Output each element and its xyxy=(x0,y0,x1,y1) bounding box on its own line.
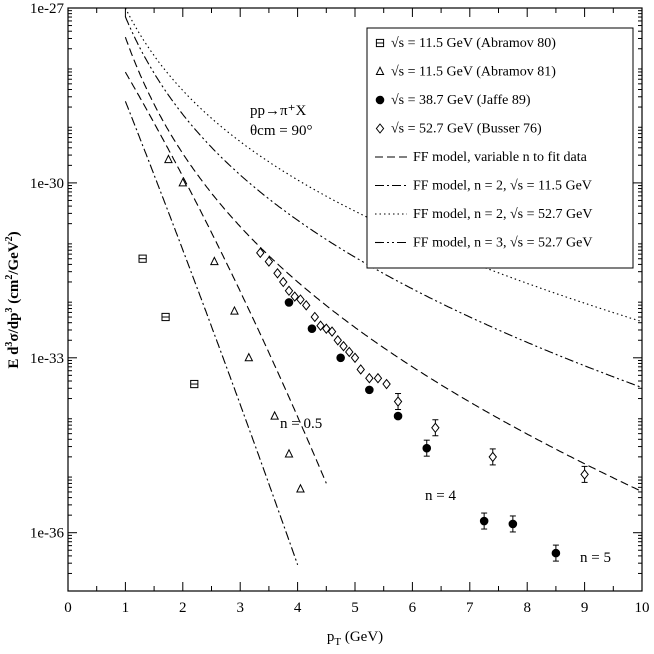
model-curves xyxy=(124,7,643,565)
data-point-open-diamond xyxy=(365,372,374,384)
y-tick-label: 1e-36 xyxy=(30,526,65,542)
data-point-triangle xyxy=(244,352,254,362)
legend-label: FF model, n = 3, √s = 52.7 GeV xyxy=(413,236,592,251)
data-point-filled-circle xyxy=(508,519,518,529)
data-point-open-diamond xyxy=(345,346,354,358)
x-tick-label: 10 xyxy=(635,600,650,616)
data-point-open-diamond xyxy=(580,469,589,480)
data-point-open-diamond xyxy=(279,276,288,288)
data-point-open-diamond xyxy=(310,311,320,323)
legend-box xyxy=(366,27,634,269)
angle-label: θcm = 90° xyxy=(250,123,312,139)
curve-n3-52 xyxy=(124,16,643,389)
data-point-open-diamond xyxy=(273,267,282,279)
data-points xyxy=(138,154,589,562)
legend-items: √s = 11.5 GeV (Abramov 80) √s = 11.5 GeV … xyxy=(375,36,592,251)
data-point-open-diamond xyxy=(373,372,383,384)
x-tick-label: 5 xyxy=(351,600,359,616)
legend-label: √s = 38.7 GeV (Jaffe 89) xyxy=(391,93,531,108)
process-label: pp→π⁺X xyxy=(250,103,306,119)
data-point-square xyxy=(138,254,147,263)
annotation-n-half: n = 0.5 xyxy=(280,416,322,432)
data-point-open-diamond xyxy=(339,340,348,352)
legend-label: √s = 11.5 GeV (Abramov 80) xyxy=(391,36,556,51)
data-point-open-diamond xyxy=(264,256,274,267)
data-point-open-diamond xyxy=(290,291,299,302)
data-point-triangle xyxy=(178,177,188,187)
legend-marker-square xyxy=(375,38,385,48)
data-point-open-diamond xyxy=(316,320,325,332)
curve-variable-n-half xyxy=(124,71,327,484)
data-point-filled-circle xyxy=(479,516,489,526)
x-tick-label: 4 xyxy=(294,600,302,616)
data-point-open-diamond xyxy=(301,300,311,311)
curve-n2-11 xyxy=(124,101,299,565)
legend-marker-triangle xyxy=(375,66,385,75)
data-point-open-diamond xyxy=(393,396,403,407)
x-tick-label: 1 xyxy=(122,600,130,616)
axis-ticks: 0 1 2 3 4 5 6 7 8 9 10 1e-27 1e-30 1e-33 1e-36 xyxy=(30,1,650,616)
legend-marker-open-diamond xyxy=(375,123,385,134)
data-point-open-diamond xyxy=(296,294,305,305)
x-axis-title: pT (GeV) xyxy=(327,629,383,648)
annotation-n-four: n = 4 xyxy=(425,488,456,504)
x-tick-label: 8 xyxy=(523,600,531,616)
data-point-filled-circle xyxy=(422,443,432,453)
data-point-open-diamond xyxy=(488,451,498,463)
data-point-triangle xyxy=(164,154,173,164)
data-point-open-diamond xyxy=(327,326,337,337)
legend-label: FF model, n = 2, √s = 11.5 GeV xyxy=(413,179,592,194)
curve-n2-52 xyxy=(124,7,643,323)
y-axis-title: E d3σ/dp3 (cm2/GeV2) xyxy=(4,231,22,368)
legend-label: FF model, variable n to fit data xyxy=(413,150,588,165)
data-point-open-diamond xyxy=(322,323,331,334)
legend-label: √s = 11.5 GeV (Abramov 81) xyxy=(391,65,556,80)
legend: √s = 11.5 GeV (Abramov 80) √s = 11.5 GeV … xyxy=(366,27,634,269)
data-point-open-diamond xyxy=(256,247,265,259)
x-tick-label: 3 xyxy=(236,600,244,616)
data-point-triangle xyxy=(270,410,280,420)
data-point-open-diamond xyxy=(333,335,343,346)
curve-variable-n xyxy=(124,37,643,493)
x-tick-label: 6 xyxy=(409,600,417,616)
data-point-filled-circle xyxy=(551,548,561,558)
data-point-open-diamond xyxy=(284,285,294,297)
x-tick-label: 0 xyxy=(64,600,72,616)
data-point-triangle xyxy=(209,256,219,266)
y-tick-label: 1e-30 xyxy=(30,176,64,192)
data-point-triangle xyxy=(230,305,239,315)
data-point-filled-circle xyxy=(307,324,317,333)
data-point-open-diamond xyxy=(431,422,440,434)
data-point-open-diamond xyxy=(356,364,365,375)
data-point-triangle xyxy=(284,448,294,458)
annotation-n-five: n = 5 xyxy=(580,550,611,566)
x-tick-label: 7 xyxy=(466,600,474,616)
x-tick-label: 9 xyxy=(581,600,589,616)
data-point-square xyxy=(190,379,199,389)
data-point-filled-circle xyxy=(284,298,294,307)
data-point-filled-circle xyxy=(365,385,374,395)
data-point-filled-circle xyxy=(336,353,345,363)
legend-label: √s = 52.7 GeV (Busser 76) xyxy=(391,122,542,137)
y-tick-label: 1e-27 xyxy=(30,1,65,17)
x-tick-label: 2 xyxy=(179,600,187,616)
data-point-filled-circle xyxy=(393,411,403,421)
y-tick-label: 1e-33 xyxy=(30,351,64,367)
data-point-open-diamond xyxy=(350,352,360,364)
data-point-square xyxy=(161,312,170,322)
data-point-open-diamond xyxy=(382,378,391,390)
legend-label: FF model, n = 2, √s = 52.7 GeV xyxy=(413,207,592,222)
data-point-triangle xyxy=(296,483,305,493)
legend-marker-filled-circle xyxy=(375,95,385,105)
